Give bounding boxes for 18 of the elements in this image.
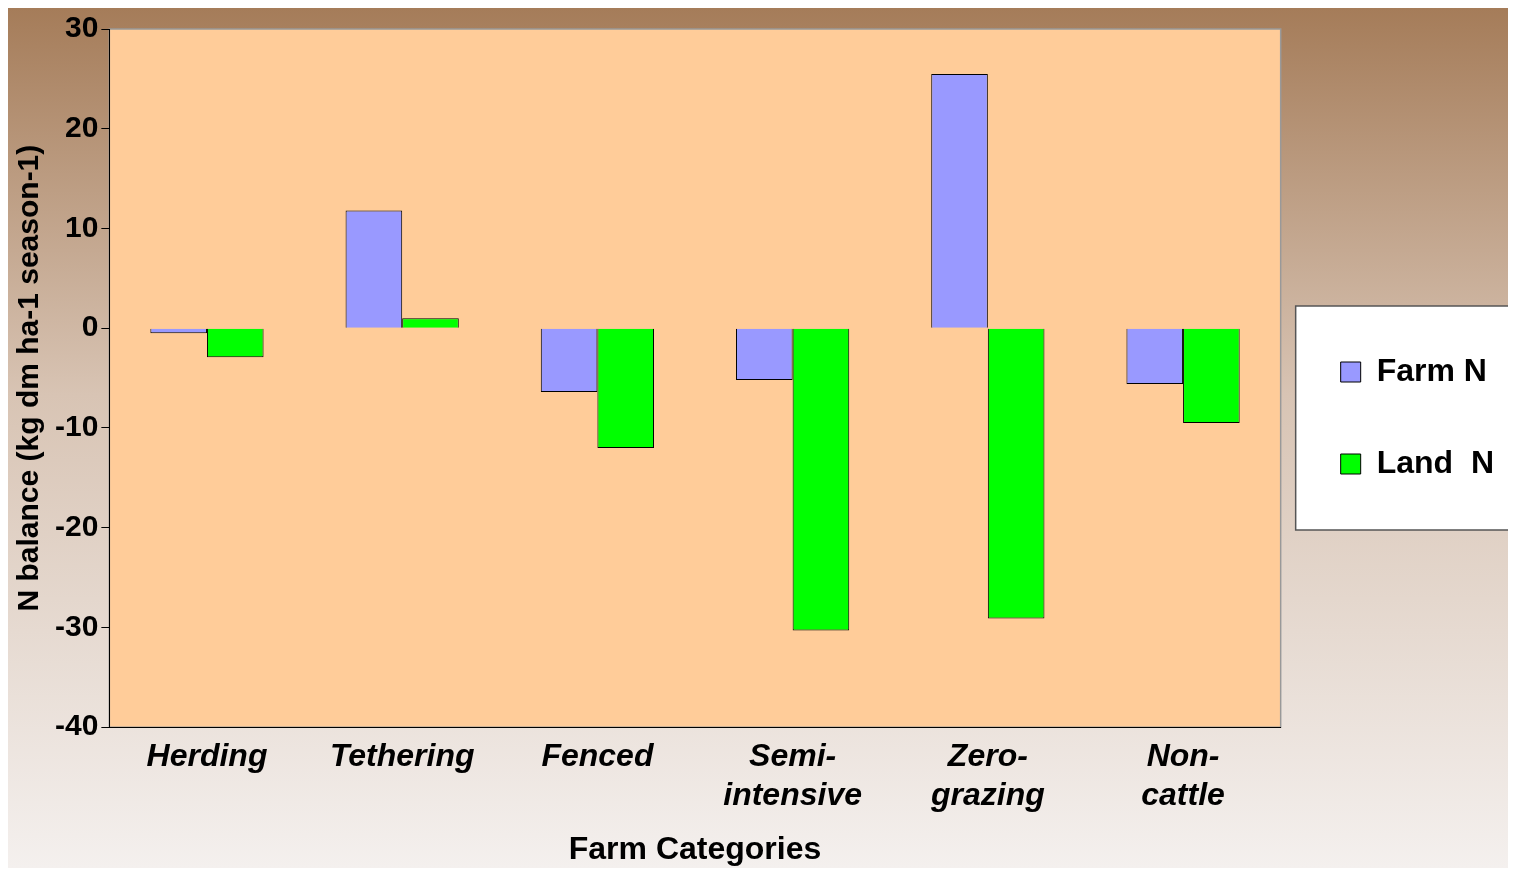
x-tick-label: Herding bbox=[146, 737, 268, 774]
y-axis-title: N balance (kg dm ha-1 season-1) bbox=[11, 144, 45, 612]
legend-label: Land N bbox=[1376, 443, 1494, 480]
legend-label: Farm N bbox=[1376, 351, 1487, 388]
x-tick-label: Fenced bbox=[541, 737, 655, 774]
x-tick-label: Tethering bbox=[329, 737, 475, 774]
y-tick-label: -20 bbox=[55, 508, 99, 542]
x-axis-title: Farm Categories bbox=[568, 829, 822, 866]
y-tick-label: -30 bbox=[55, 608, 99, 642]
x-tick-label: Zero-grazing bbox=[929, 737, 1045, 812]
y-tick-label: 20 bbox=[64, 110, 99, 144]
y-tick-label: 0 bbox=[81, 309, 99, 343]
y-tick-label: -40 bbox=[55, 708, 99, 742]
y-tick-label: -10 bbox=[55, 409, 99, 443]
y-tick-label: 30 bbox=[64, 10, 99, 44]
x-tick-label: Semi-intensive bbox=[723, 737, 862, 812]
x-tick-label: Non-cattle bbox=[1141, 737, 1225, 812]
y-tick-label: 10 bbox=[64, 209, 99, 243]
